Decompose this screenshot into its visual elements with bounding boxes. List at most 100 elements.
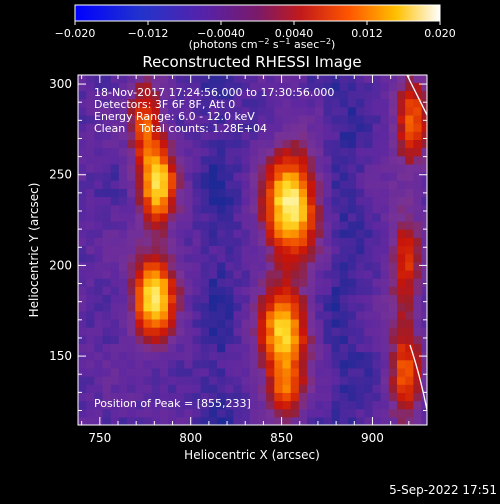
heatmap-cell bbox=[282, 172, 292, 181]
heatmap-cell bbox=[356, 90, 365, 100]
heatmap-cell bbox=[307, 294, 316, 304]
heatmap-cell bbox=[380, 376, 390, 385]
heatmap-cell bbox=[176, 408, 185, 418]
heatmap-cell bbox=[364, 253, 374, 263]
heatmap-cell bbox=[200, 90, 210, 100]
heatmap-cell bbox=[159, 172, 169, 181]
heatmap-cell bbox=[94, 302, 104, 312]
heatmap-cell bbox=[159, 188, 169, 198]
heatmap-cell bbox=[274, 172, 284, 181]
heatmap-cell bbox=[127, 408, 136, 418]
heatmap-cell bbox=[135, 384, 145, 393]
heatmap-cell bbox=[356, 302, 365, 312]
heatmap-cell bbox=[315, 123, 324, 132]
heatmap-cell bbox=[347, 237, 357, 247]
heatmap-cell bbox=[200, 172, 210, 181]
heatmap-cell bbox=[86, 286, 95, 296]
heatmap-cell bbox=[388, 188, 398, 198]
heatmap-cell bbox=[159, 269, 169, 279]
heatmap-cell bbox=[257, 114, 267, 124]
heatmap-cell bbox=[430, 74, 439, 83]
heatmap-cell bbox=[356, 367, 365, 377]
heatmap-cell bbox=[339, 318, 349, 328]
heatmap-cell bbox=[94, 188, 104, 198]
heatmap-cell bbox=[331, 351, 341, 361]
heatmap-cell bbox=[339, 204, 349, 214]
heatmap-cell bbox=[405, 310, 414, 320]
heatmap-cell bbox=[380, 318, 390, 328]
heatmap-cell bbox=[184, 114, 194, 124]
heatmap-cell bbox=[274, 359, 284, 369]
heatmap-cell bbox=[323, 261, 333, 271]
heatmap-cell bbox=[176, 286, 185, 296]
heatmap-cell bbox=[364, 286, 374, 296]
heatmap-cell bbox=[200, 106, 210, 116]
heatmap-cell bbox=[225, 294, 235, 304]
heatmap-cell bbox=[290, 82, 300, 92]
heatmap-cell bbox=[347, 392, 357, 402]
heatmap-cell bbox=[151, 343, 161, 353]
heatmap-cell bbox=[118, 139, 128, 149]
heatmap-cell bbox=[331, 90, 341, 100]
heatmap-cell bbox=[339, 278, 349, 287]
heatmap-cell bbox=[405, 163, 414, 173]
heatmap-cell bbox=[372, 367, 382, 377]
heatmap-cell bbox=[208, 172, 218, 181]
heatmap-cell bbox=[372, 359, 382, 369]
heatmap-cell bbox=[118, 318, 128, 328]
heatmap-cell bbox=[102, 90, 112, 100]
heatmap-cell bbox=[241, 139, 251, 149]
heatmap-cell bbox=[118, 163, 128, 173]
heatmap-cell bbox=[127, 172, 136, 181]
heatmap-cell bbox=[290, 188, 300, 198]
heatmap-cell bbox=[78, 172, 87, 181]
heatmap-cell bbox=[217, 367, 226, 377]
heatmap-cell bbox=[380, 220, 390, 230]
heatmap-cell bbox=[127, 204, 136, 214]
heatmap-cell bbox=[208, 400, 218, 410]
heatmap-cell bbox=[290, 376, 300, 385]
heatmap-cell bbox=[110, 302, 120, 312]
heatmap-cell bbox=[298, 131, 308, 140]
heatmap-cell bbox=[307, 147, 316, 157]
heatmap-cell bbox=[397, 106, 406, 116]
heatmap-cell bbox=[323, 139, 333, 149]
heatmap-cell bbox=[249, 416, 259, 425]
heatmap-cell bbox=[192, 310, 202, 320]
heatmap-cell bbox=[323, 351, 333, 361]
heatmap-cell bbox=[290, 98, 300, 108]
heatmap-cell bbox=[380, 294, 390, 304]
heatmap-cell bbox=[323, 180, 333, 189]
heatmap-cell bbox=[200, 294, 210, 304]
heatmap-cell bbox=[176, 82, 185, 92]
heatmap-cell bbox=[135, 98, 145, 108]
heatmap-cell bbox=[372, 172, 382, 181]
heatmap-cell bbox=[331, 82, 341, 92]
heatmap-cell bbox=[78, 278, 87, 287]
heatmap-cell bbox=[225, 351, 235, 361]
heatmap-cell bbox=[249, 106, 259, 116]
heatmap-cell bbox=[347, 188, 357, 198]
heatmap-cell bbox=[118, 147, 128, 157]
heatmap-cell bbox=[421, 139, 427, 149]
heatmap-cell bbox=[225, 163, 235, 173]
heatmap-cell bbox=[94, 261, 104, 271]
heatmap-cell bbox=[151, 75, 161, 83]
heatmap-cell bbox=[405, 253, 414, 263]
heatmap-cell bbox=[184, 335, 194, 344]
heatmap-cell bbox=[282, 343, 292, 353]
heatmap-cell bbox=[380, 114, 390, 124]
heatmap-cell bbox=[323, 163, 333, 173]
heatmap-cell bbox=[200, 220, 210, 230]
heatmap-cell bbox=[307, 335, 316, 344]
heatmap-cell bbox=[233, 294, 243, 304]
heatmap-cell bbox=[290, 343, 300, 353]
heatmap-cell bbox=[331, 286, 341, 296]
heatmap-cell bbox=[184, 155, 194, 165]
heatmap-cell bbox=[397, 335, 406, 344]
heatmap-cell bbox=[307, 376, 316, 385]
heatmap-cell bbox=[217, 400, 226, 410]
heatmap-cell bbox=[430, 115, 439, 124]
heatmap-cell bbox=[323, 212, 333, 222]
